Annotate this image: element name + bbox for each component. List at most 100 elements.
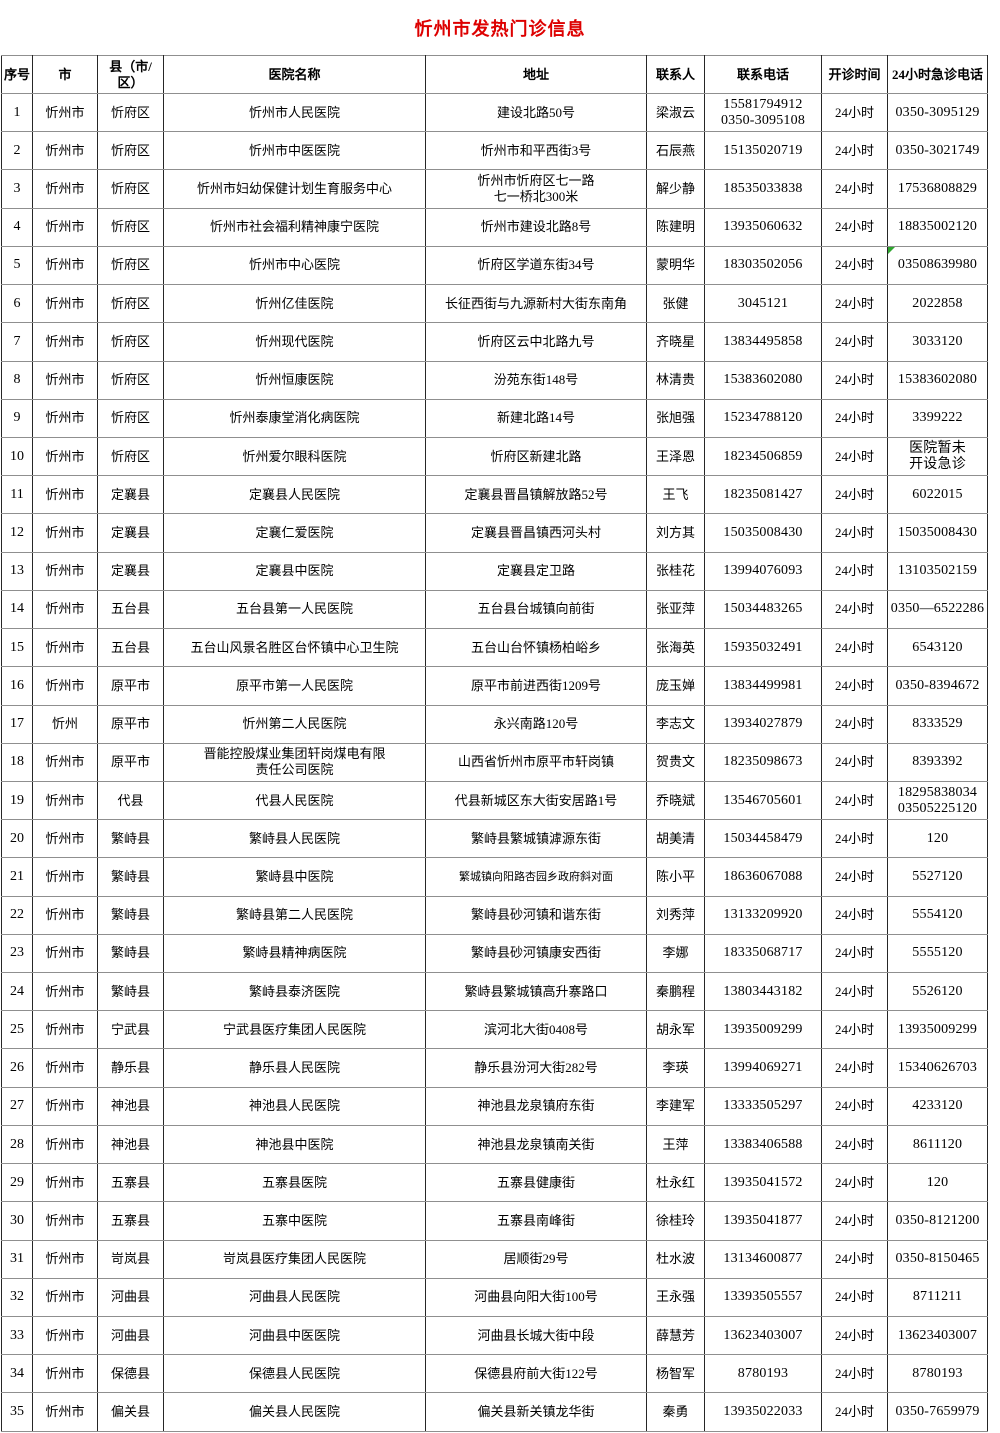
cell-row-number: 16	[1, 666, 33, 706]
cell-contact-person: 杨智军	[646, 1354, 705, 1394]
table-row: 27 忻州市 神池县 神池县人民医院 神池县龙泉镇府东街 李建军 1333350…	[1, 1086, 988, 1126]
table-row: 32 忻州市 河曲县 河曲县人民医院 河曲县向阳大街100号 王永强 13393…	[1, 1277, 988, 1318]
col-header-city: 市	[32, 55, 98, 94]
cell-contact-person: 刘方其	[646, 513, 705, 553]
table-row: 10 忻州市 忻府区 忻州爱尔眼科医院 忻府区新建北路 王泽恩 18234506…	[1, 436, 988, 477]
cell-county: 五寨县	[97, 1163, 164, 1203]
cell-contact-phone: 18235081427	[704, 475, 822, 515]
cell-city: 忻州市	[32, 780, 98, 821]
cell-contact-person: 张健	[646, 284, 705, 324]
cell-address: 定襄县晋昌镇解放路52号	[425, 475, 647, 515]
cell-address: 繁峙县繁城镇滹源东街	[425, 819, 647, 859]
cell-emergency-phone: 120	[887, 819, 988, 859]
cell-contact-person: 齐晓星	[646, 322, 705, 362]
cell-opening-hours: 24小时	[821, 780, 888, 821]
cell-contact-phone: 13383406588	[704, 1124, 822, 1165]
cell-contact-phone: 15383602080	[704, 360, 822, 400]
cell-row-number: 22	[1, 895, 33, 935]
cell-hospital-name: 河曲县中医医院	[163, 1315, 426, 1356]
cell-county: 五台县	[97, 628, 164, 668]
cell-county: 河曲县	[97, 1315, 164, 1356]
cell-contact-person: 秦鹏程	[646, 972, 705, 1012]
cell-row-number: 31	[1, 1239, 33, 1279]
cell-address: 繁城镇向阳路杏园乡政府斜对面	[425, 857, 647, 897]
cell-emergency-phone: 120	[887, 1163, 988, 1203]
cell-opening-hours: 24小时	[821, 628, 888, 668]
cell-hospital-name: 忻州恒康医院	[163, 360, 426, 400]
cell-address: 原平市前进西街1209号	[425, 666, 647, 706]
cell-county: 五台县	[97, 589, 164, 630]
cell-emergency-phone: 6022015	[887, 475, 988, 515]
cell-emergency-phone: 3399222	[887, 398, 988, 438]
table-row: 2 忻州市 忻府区 忻州市中医医院 忻州市和平西街3号 石辰燕 15135020…	[1, 131, 988, 171]
cell-opening-hours: 24小时	[821, 704, 888, 744]
cell-city: 忻州市	[32, 1086, 98, 1126]
cell-city: 忻州市	[32, 436, 98, 477]
cell-county: 繁峙县	[97, 857, 164, 897]
cell-address: 长征西街与九源新村大街东南角	[425, 284, 647, 324]
cell-emergency-phone: 8333529	[887, 704, 988, 744]
cell-city: 忻州市	[32, 322, 98, 362]
cell-hospital-name: 五台县第一人民医院	[163, 589, 426, 630]
cell-contact-person: 王永强	[646, 1277, 705, 1318]
cell-city: 忻州市	[32, 92, 98, 133]
cell-row-number: 17	[1, 704, 33, 744]
table-row: 9 忻州市 忻府区 忻州泰康堂消化病医院 新建北路14号 张旭强 1523478…	[1, 398, 988, 438]
cell-row-number: 34	[1, 1354, 33, 1394]
cell-address: 五寨县南峰街	[425, 1201, 647, 1241]
cell-emergency-phone: 8611120	[887, 1124, 988, 1165]
cell-emergency-phone: 0350-8121200	[887, 1201, 988, 1241]
cell-contact-person: 刘秀萍	[646, 895, 705, 935]
cell-opening-hours: 24小时	[821, 245, 888, 286]
cell-address: 滨河北大街0408号	[425, 1010, 647, 1050]
col-header-hospital: 医院名称	[163, 55, 426, 94]
clinic-table: 序号 市 县（市/区） 医院名称 地址 联系人 联系电话 开诊时间 24小时急诊…	[1, 55, 988, 1432]
cell-row-number: 32	[1, 1277, 33, 1318]
cell-row-number: 8	[1, 360, 33, 400]
cell-contact-person: 陈小平	[646, 857, 705, 897]
table-row: 25 忻州市 宁武县 宁武县医疗集团人民医院 滨河北大街0408号 胡永军 13…	[1, 1010, 988, 1050]
cell-row-number: 30	[1, 1201, 33, 1241]
cell-county: 忻府区	[97, 245, 164, 286]
cell-emergency-phone: 8393392	[887, 742, 988, 782]
cell-contact-person: 杜永红	[646, 1163, 705, 1203]
cell-county: 神池县	[97, 1086, 164, 1126]
cell-row-number: 10	[1, 436, 33, 477]
cell-opening-hours: 24小时	[821, 398, 888, 438]
table-row: 11 忻州市 定襄县 定襄县人民医院 定襄县晋昌镇解放路52号 王飞 18235…	[1, 475, 988, 515]
cell-county: 神池县	[97, 1124, 164, 1165]
cell-county: 忻府区	[97, 169, 164, 209]
cell-opening-hours: 24小时	[821, 360, 888, 400]
cell-contact-phone: 15034483265	[704, 589, 822, 630]
table-row: 34 忻州市 保德县 保德县人民医院 保德县府前大街122号 杨智军 87801…	[1, 1354, 988, 1394]
cell-row-number: 11	[1, 475, 33, 515]
cell-hospital-name: 忻州泰康堂消化病医院	[163, 398, 426, 438]
cell-hospital-name: 忻州第二人民医院	[163, 704, 426, 744]
cell-city: 忻州市	[32, 1010, 98, 1050]
cell-county: 河曲县	[97, 1277, 164, 1318]
cell-contact-person: 贺贵文	[646, 742, 705, 782]
cell-county: 宁武县	[97, 1010, 164, 1050]
cell-contact-person: 张桂花	[646, 551, 705, 591]
cell-county: 偏关县	[97, 1392, 164, 1432]
cell-opening-hours: 24小时	[821, 933, 888, 974]
cell-error-indicator-triangle	[888, 247, 895, 254]
cell-contact-phone: 13134600877	[704, 1239, 822, 1279]
table-row: 30 忻州市 五寨县 五寨中医院 五寨县南峰街 徐桂玲 13935041877 …	[1, 1201, 988, 1241]
cell-city: 忻州市	[32, 857, 98, 897]
cell-address: 忻州市和平西街3号	[425, 131, 647, 171]
cell-address: 繁峙县砂河镇和谐东街	[425, 895, 647, 935]
cell-contact-phone: 18303502056	[704, 245, 822, 286]
cell-row-number: 9	[1, 398, 33, 438]
cell-contact-phone: 18636067088	[704, 857, 822, 897]
cell-hospital-name: 繁峙县精神病医院	[163, 933, 426, 974]
cell-city: 忻州市	[32, 1124, 98, 1165]
cell-emergency-phone: 17536808829	[887, 169, 988, 209]
cell-contact-person: 秦勇	[646, 1392, 705, 1432]
cell-contact-phone: 3045121	[704, 284, 822, 324]
cell-opening-hours: 24小时	[821, 169, 888, 209]
table-row: 18 忻州市 原平市 晋能控股煤业集团轩岗煤电有限 责任公司医院 山西省忻州市原…	[1, 742, 988, 782]
cell-hospital-name: 晋能控股煤业集团轩岗煤电有限 责任公司医院	[163, 742, 426, 782]
cell-city: 忻州市	[32, 475, 98, 515]
cell-address: 忻州市建设北路8号	[425, 207, 647, 247]
